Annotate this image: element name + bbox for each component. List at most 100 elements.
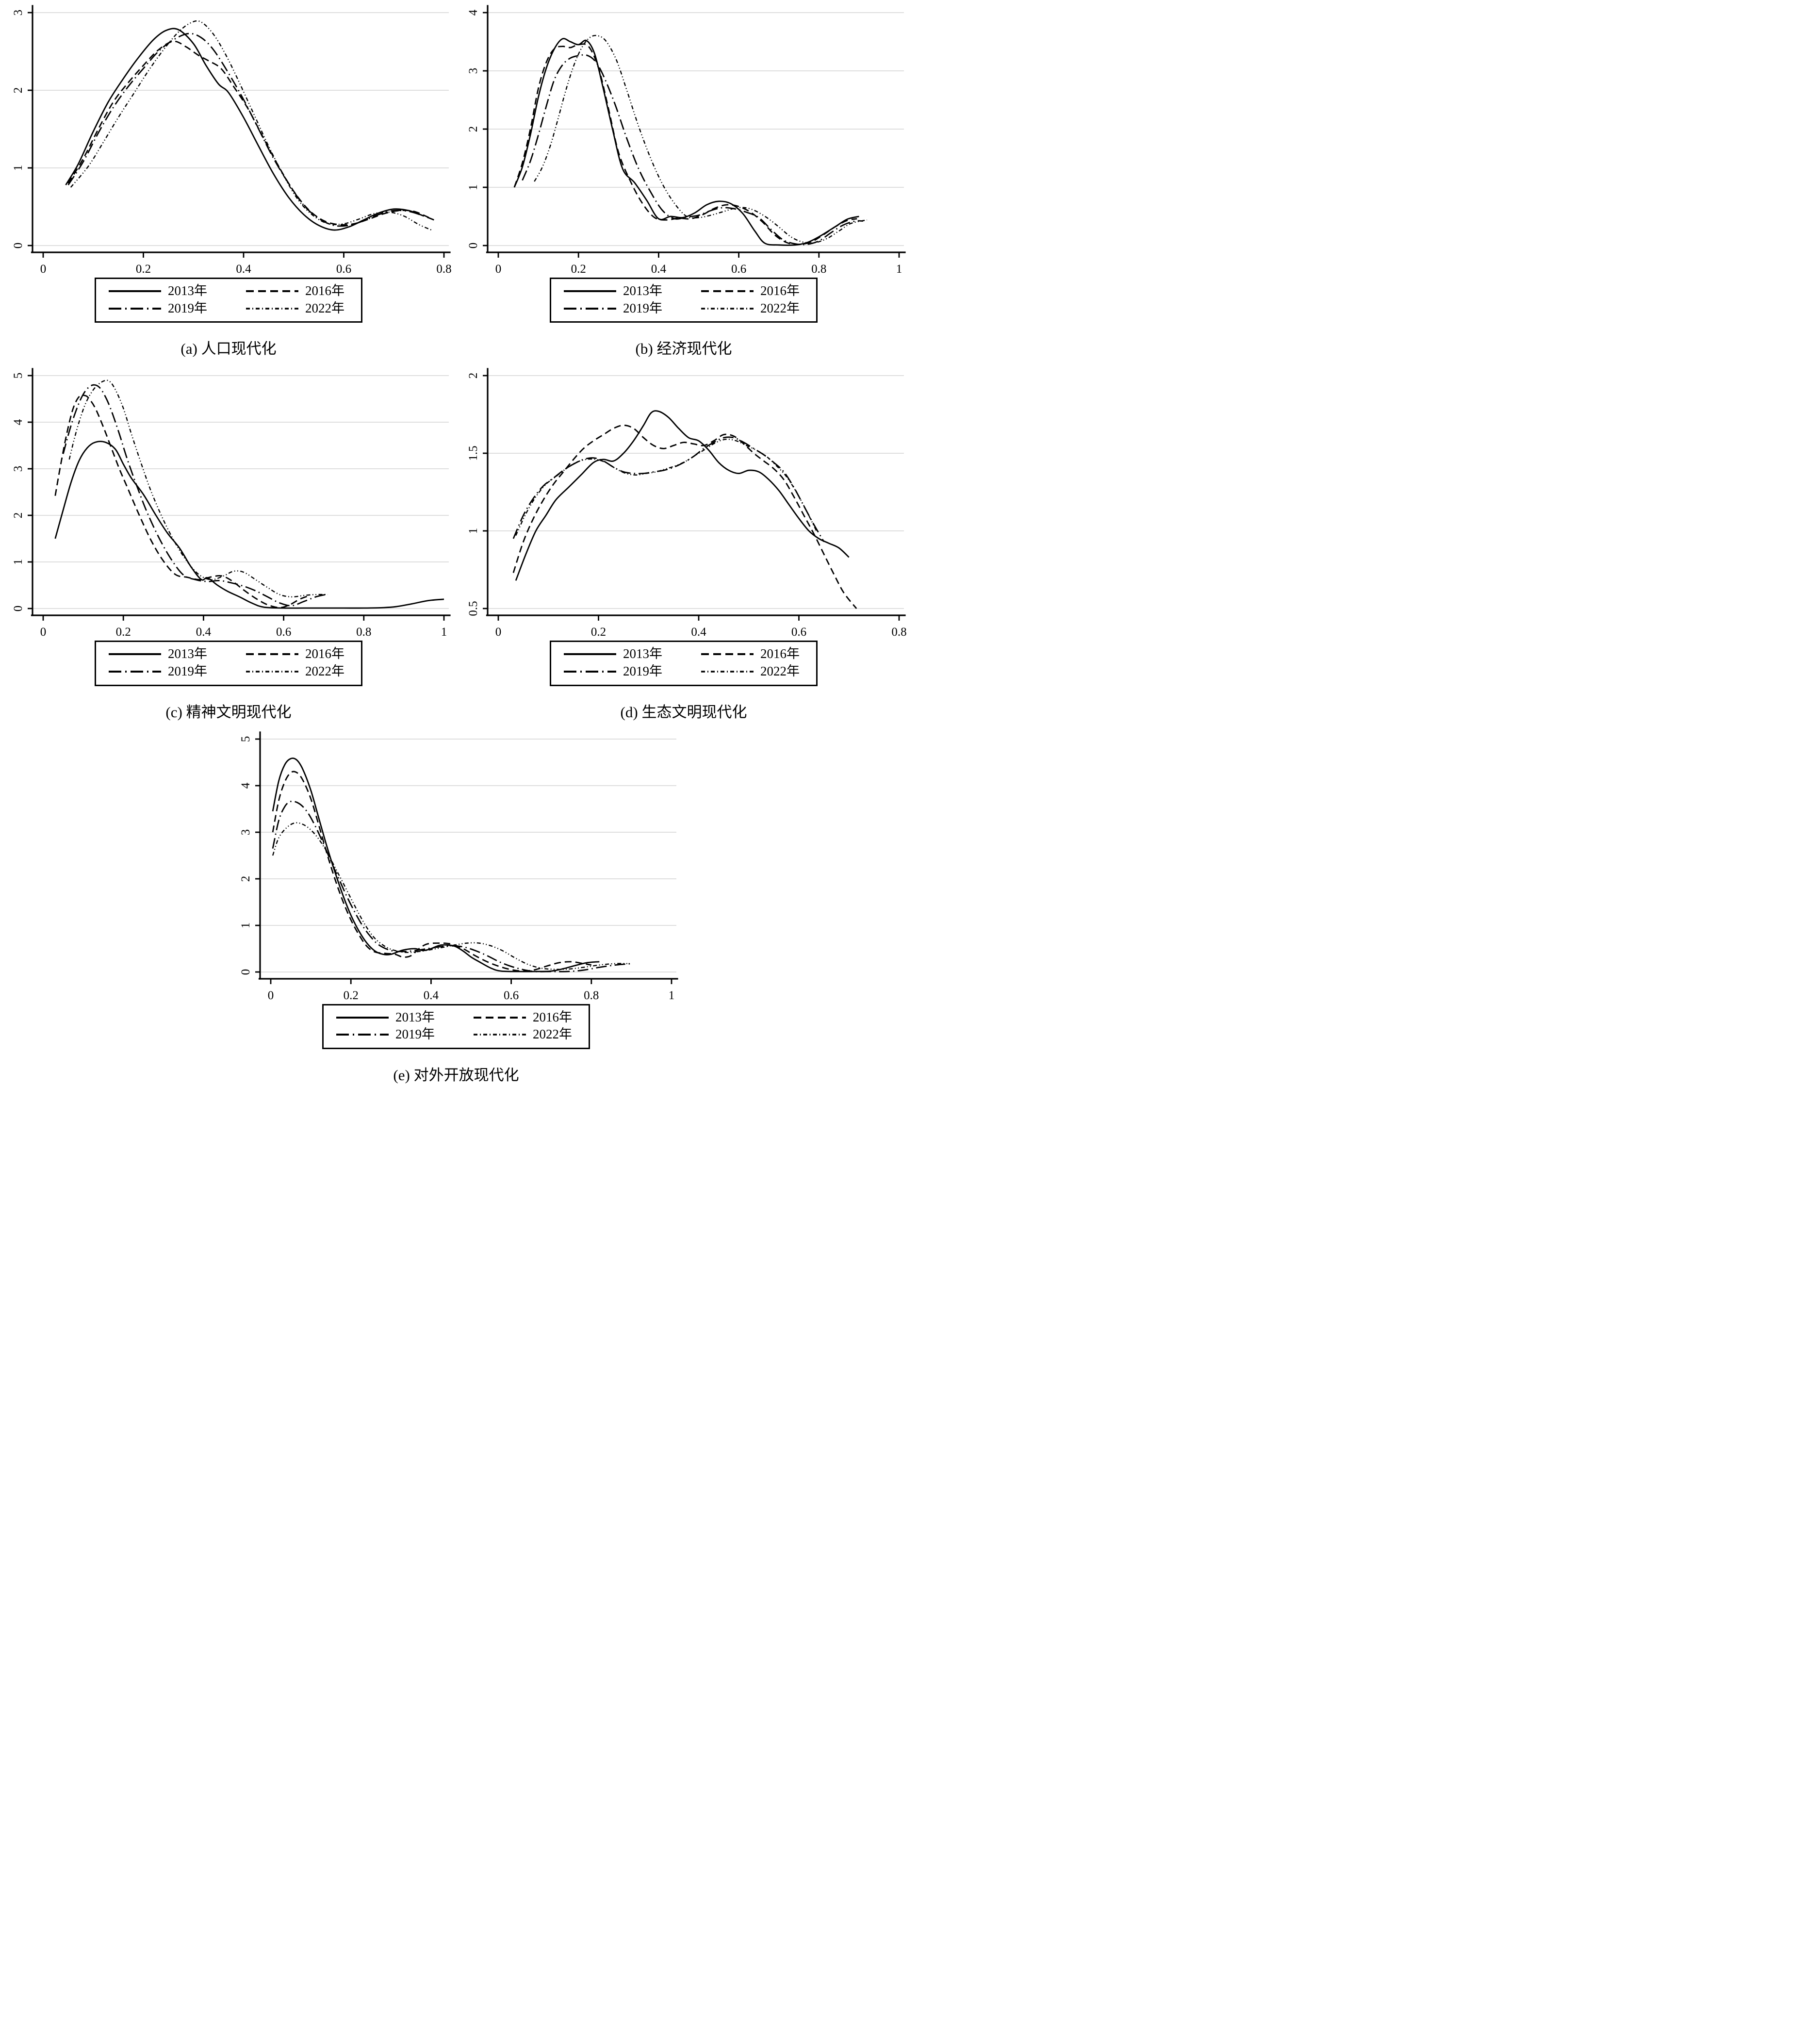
svg-text:0.2: 0.2 xyxy=(591,626,606,639)
panel-grid-top: 0 1 2 3 0 0.2 0.4 0.6 0.8 2013年 2016年 2019年 2022… xyxy=(1,4,911,730)
legend-line-dashdot-icon xyxy=(109,307,161,310)
density-chart-c: 0 1 2 3 4 5 0 0.2 0.4 0.6 0.8 1 xyxy=(12,368,451,639)
panel-b: 0 1 2 3 4 0 0.2 0.4 0.6 0.8 1 2013年 2016年 2019年 20… xyxy=(456,4,911,358)
legend-item-2022: 2022年 xyxy=(700,301,800,316)
svg-text:0: 0 xyxy=(495,263,502,276)
legend-item-label: 2019年 xyxy=(168,300,207,315)
panel-c-caption: (c) 精神文明现代化 xyxy=(165,703,292,721)
svg-text:4: 4 xyxy=(239,782,252,789)
legend-item-label: 2019年 xyxy=(168,664,207,679)
legend-line-dashdotdot-icon xyxy=(474,1034,526,1036)
legend-line-dashdotdot-icon xyxy=(701,307,754,310)
legend-item-label: 2022年 xyxy=(760,664,800,679)
density-chart-b: 0 1 2 3 4 0 0.2 0.4 0.6 0.8 1 xyxy=(467,5,906,276)
legend-item-2013: 2013年 xyxy=(335,1010,435,1025)
svg-text:2: 2 xyxy=(467,373,480,379)
svg-text:1: 1 xyxy=(12,559,25,565)
svg-text:0.8: 0.8 xyxy=(436,263,451,276)
legend-item-2013: 2013年 xyxy=(563,283,662,298)
svg-text:0.4: 0.4 xyxy=(424,989,439,1002)
svg-text:3: 3 xyxy=(12,10,25,16)
legend-item-2022: 2022年 xyxy=(245,301,344,316)
legend-line-dashdotdot-icon xyxy=(246,307,298,310)
svg-text:0.6: 0.6 xyxy=(504,989,519,1002)
legend-line-solid-icon xyxy=(564,653,616,656)
legend-item-2022: 2022年 xyxy=(473,1027,572,1042)
density-chart-e: 0 1 2 3 4 5 0 0.2 0.4 0.6 0.8 1 xyxy=(239,731,678,1002)
svg-text:1.5: 1.5 xyxy=(467,446,480,461)
svg-text:0: 0 xyxy=(467,243,480,249)
svg-text:2: 2 xyxy=(12,87,25,94)
svg-text:0.4: 0.4 xyxy=(691,626,706,639)
svg-text:3: 3 xyxy=(239,829,252,836)
legend-line-dashdotdot-icon xyxy=(246,671,298,673)
density-chart-d: 0.5 1 1.5 2 0 0.2 0.4 0.6 0.8 xyxy=(467,368,907,639)
legend-line-dashdot-icon xyxy=(109,670,161,673)
svg-text:1: 1 xyxy=(896,263,902,276)
svg-text:2: 2 xyxy=(239,876,252,882)
legend-item-2019: 2019年 xyxy=(335,1027,435,1042)
legend-a: 2013年 2016年 2019年 2022年 xyxy=(95,278,362,323)
panel-d: 0.5 1 1.5 2 0 0.2 0.4 0.6 0.8 2013年 2016年 2019年 … xyxy=(456,367,911,721)
figure-page: 0 1 2 3 0 0.2 0.4 0.6 0.8 2013年 2016年 2019年 2022… xyxy=(0,0,912,1113)
svg-text:0.2: 0.2 xyxy=(571,263,586,276)
svg-text:0.8: 0.8 xyxy=(356,626,371,639)
legend-item-2013: 2013年 xyxy=(563,647,662,661)
legend-item-label: 2013年 xyxy=(168,283,207,298)
svg-text:0: 0 xyxy=(40,263,47,276)
legend-item-2019: 2019年 xyxy=(108,301,207,316)
svg-text:5: 5 xyxy=(12,373,25,379)
svg-text:0.4: 0.4 xyxy=(236,263,251,276)
svg-text:4: 4 xyxy=(12,419,25,426)
legend-item-2022: 2022年 xyxy=(245,664,344,679)
legend-item-2016: 2016年 xyxy=(700,283,800,298)
legend-line-dashed-icon xyxy=(701,290,754,292)
legend-item-label: 2013年 xyxy=(168,646,207,661)
svg-text:1: 1 xyxy=(467,528,480,534)
panel-d-caption: (d) 生态文明现代化 xyxy=(620,703,747,721)
panel-a: 0 1 2 3 0 0.2 0.4 0.6 0.8 2013年 2016年 2019年 2022… xyxy=(1,4,456,358)
legend-item-2016: 2016年 xyxy=(245,647,344,661)
panel-a-caption: (a) 人口现代化 xyxy=(180,340,277,358)
svg-text:2: 2 xyxy=(467,126,480,132)
svg-text:0: 0 xyxy=(495,626,502,639)
svg-text:1: 1 xyxy=(239,922,252,929)
legend-line-solid-icon xyxy=(109,290,161,292)
svg-text:2: 2 xyxy=(12,512,25,519)
svg-text:0.4: 0.4 xyxy=(651,263,667,276)
legend-item-2016: 2016年 xyxy=(245,283,344,298)
svg-text:0: 0 xyxy=(12,606,25,612)
legend-line-dashed-icon xyxy=(246,290,298,292)
panel-e: 0 1 2 3 4 5 0 0.2 0.4 0.6 0.8 1 2013年 2016年 2019年 2… xyxy=(233,730,679,1085)
svg-text:5: 5 xyxy=(239,736,252,742)
legend-item-label: 2016年 xyxy=(760,283,800,298)
legend-item-2019: 2019年 xyxy=(563,301,662,316)
svg-text:0.8: 0.8 xyxy=(891,626,906,639)
svg-text:0: 0 xyxy=(12,243,25,249)
legend-line-solid-icon xyxy=(564,290,616,292)
svg-text:0.4: 0.4 xyxy=(196,626,212,639)
svg-text:1: 1 xyxy=(441,626,447,639)
svg-text:0.2: 0.2 xyxy=(344,989,359,1002)
legend-e: 2013年 2016年 2019年 2022年 xyxy=(322,1004,590,1050)
legend-item-2019: 2019年 xyxy=(563,664,662,679)
svg-text:1: 1 xyxy=(12,165,25,171)
svg-text:0.8: 0.8 xyxy=(584,989,599,1002)
legend-item-2019: 2019年 xyxy=(108,664,207,679)
legend-item-2013: 2013年 xyxy=(108,283,207,298)
legend-item-label: 2022年 xyxy=(760,300,800,315)
svg-text:0: 0 xyxy=(268,989,274,1002)
svg-text:0.8: 0.8 xyxy=(811,263,826,276)
svg-text:1: 1 xyxy=(467,184,480,191)
legend-item-2016: 2016年 xyxy=(700,647,800,661)
legend-line-dashed-icon xyxy=(701,653,754,656)
legend-item-label: 2022年 xyxy=(533,1027,572,1042)
legend-line-dashdot-icon xyxy=(564,307,616,310)
svg-text:0.6: 0.6 xyxy=(276,626,291,639)
svg-text:0.6: 0.6 xyxy=(791,626,806,639)
svg-text:0.2: 0.2 xyxy=(116,626,131,639)
svg-text:0.6: 0.6 xyxy=(336,263,351,276)
panel-c: 0 1 2 3 4 5 0 0.2 0.4 0.6 0.8 1 2013年 2016年 2019年 2… xyxy=(1,367,456,721)
svg-text:0: 0 xyxy=(40,626,47,639)
legend-d: 2013年 2016年 2019年 2022年 xyxy=(550,641,818,686)
